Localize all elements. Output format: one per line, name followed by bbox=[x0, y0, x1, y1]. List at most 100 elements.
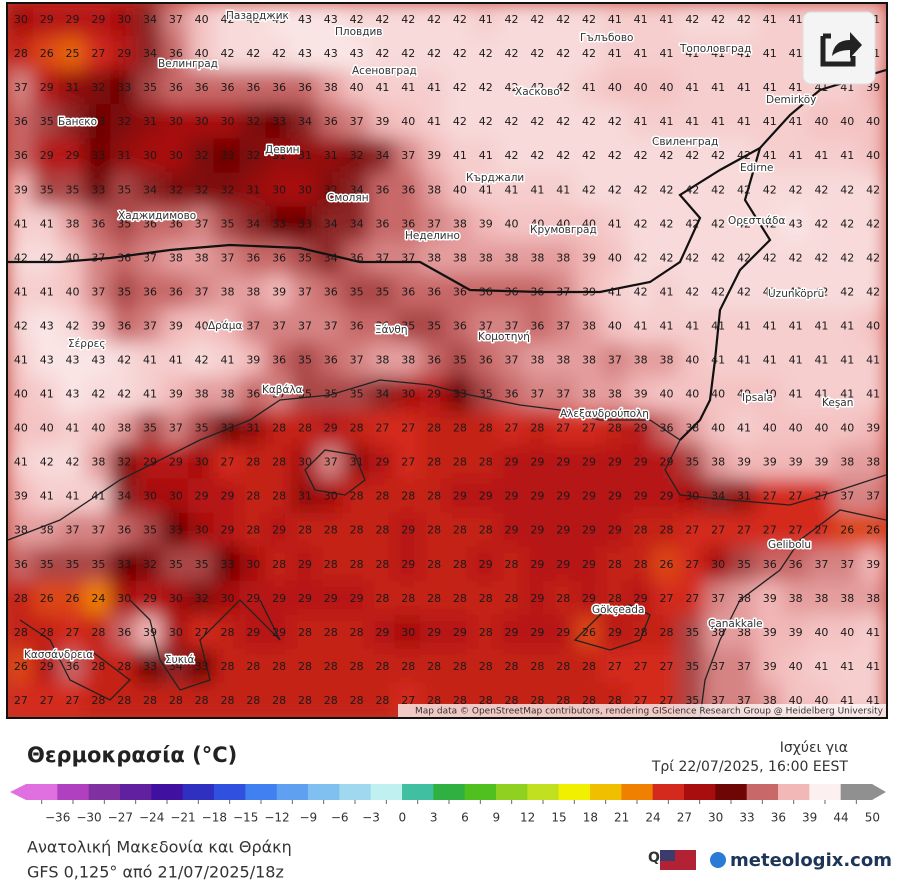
temperature-value: 42 bbox=[246, 13, 260, 26]
temperature-cell bbox=[781, 376, 810, 413]
temperature-value: 40 bbox=[195, 13, 209, 26]
temperature-value: 29 bbox=[634, 422, 648, 435]
temperature-cell bbox=[626, 614, 655, 651]
temperature-value: 30 bbox=[298, 183, 312, 196]
temperature-value: 36 bbox=[246, 388, 260, 401]
temperature-cell bbox=[84, 648, 113, 685]
temperature-cell bbox=[239, 410, 268, 447]
temperature-cell bbox=[136, 138, 164, 175]
temperature-value: 29 bbox=[505, 490, 519, 503]
temperature-value: 41 bbox=[789, 388, 803, 401]
temperature-cell bbox=[575, 308, 603, 345]
temperature-cell bbox=[755, 274, 784, 311]
temperature-value: 41 bbox=[685, 319, 699, 332]
temperature-value: 27 bbox=[763, 490, 777, 503]
temperature-value: 33 bbox=[272, 217, 286, 230]
temperature-value: 39 bbox=[737, 456, 751, 469]
temperature-cell bbox=[58, 614, 87, 651]
temperature-value: 28 bbox=[608, 422, 622, 435]
temperature-cell bbox=[110, 478, 139, 515]
temperature-value: 41 bbox=[427, 115, 441, 128]
temperature-value: 38 bbox=[66, 217, 80, 230]
temperature-cell bbox=[549, 138, 578, 175]
temperature-cell bbox=[342, 614, 371, 651]
temperature-value: 27 bbox=[505, 422, 519, 435]
temperature-cell bbox=[420, 206, 448, 243]
temperature-value: 36 bbox=[66, 660, 80, 673]
temperature-cell bbox=[549, 308, 578, 345]
temperature-value: 41 bbox=[375, 81, 389, 94]
colorbar-segment bbox=[214, 784, 246, 800]
temperature-cell bbox=[58, 36, 87, 73]
temperature-cell bbox=[213, 478, 242, 515]
temperature-value: 30 bbox=[195, 524, 209, 537]
temperature-cell bbox=[420, 614, 448, 651]
temperature-cell bbox=[316, 104, 345, 141]
temperature-cell bbox=[704, 274, 733, 311]
temperature-cell bbox=[497, 70, 526, 107]
temperature-value: 37 bbox=[195, 217, 209, 230]
place-label: Δράμα bbox=[208, 320, 242, 332]
temperature-value: 36 bbox=[324, 285, 338, 298]
temperature-value: 28 bbox=[298, 524, 312, 537]
temperature-value: 28 bbox=[453, 558, 467, 571]
temperature-value: 27 bbox=[814, 524, 828, 537]
colorbar-segment bbox=[840, 784, 873, 800]
temperature-cell bbox=[575, 206, 603, 243]
temperature-cell bbox=[730, 410, 758, 447]
temperature-cell bbox=[291, 240, 319, 277]
temperature-cell bbox=[316, 512, 345, 549]
temperature-cell bbox=[368, 138, 397, 175]
temperature-cell bbox=[342, 70, 371, 107]
temperature-value: 28 bbox=[582, 660, 596, 673]
temperature-cell bbox=[187, 410, 216, 447]
temperature-value: 41 bbox=[608, 217, 622, 230]
temperature-cell bbox=[368, 614, 397, 651]
temperature-cell bbox=[110, 444, 139, 481]
temperature-cell bbox=[394, 648, 423, 685]
temperature-cell bbox=[575, 580, 603, 617]
share-button[interactable] bbox=[802, 11, 876, 85]
temperature-cell bbox=[807, 580, 836, 617]
temperature-value: 41 bbox=[401, 81, 415, 94]
temperature-value: 30 bbox=[169, 592, 183, 605]
temperature-value: 42 bbox=[582, 183, 596, 196]
temperature-cell bbox=[394, 478, 423, 515]
temperature-cell bbox=[497, 580, 526, 617]
temperature-value: 28 bbox=[350, 490, 364, 503]
temperature-cell bbox=[523, 444, 552, 481]
temperature-cell bbox=[239, 206, 268, 243]
temperature-value: 39 bbox=[272, 285, 286, 298]
temperature-value: 42 bbox=[814, 217, 828, 230]
temperature-cell bbox=[136, 172, 164, 209]
tick-label: 21 bbox=[614, 811, 629, 825]
temperature-cell bbox=[807, 410, 836, 447]
temperature-value: 41 bbox=[660, 319, 674, 332]
temperature-value: 41 bbox=[14, 456, 28, 469]
temperature-cell bbox=[704, 478, 733, 515]
temperature-value: 41 bbox=[789, 81, 803, 94]
temperature-value: 41 bbox=[660, 285, 674, 298]
temperature-value: 36 bbox=[117, 524, 131, 537]
temperature-cell bbox=[652, 172, 681, 209]
temperature-cell bbox=[859, 376, 886, 413]
temperature-cell bbox=[316, 682, 345, 718]
coastline bbox=[699, 509, 886, 718]
temperature-value: 38 bbox=[324, 81, 338, 94]
temperature-value: 33 bbox=[117, 558, 131, 571]
temperature-value: 35 bbox=[479, 388, 493, 401]
temperature-value: 42 bbox=[608, 149, 622, 162]
place-label: Σέρρες bbox=[68, 338, 105, 350]
temperature-value: 28 bbox=[634, 626, 648, 639]
temperature-value: 39 bbox=[221, 319, 235, 332]
temperature-value: 29 bbox=[634, 592, 648, 605]
temperature-value: 27 bbox=[195, 626, 209, 639]
temperature-value: 37 bbox=[505, 354, 519, 367]
country-border bbox=[679, 147, 772, 441]
temperature-value: 36 bbox=[530, 285, 544, 298]
brand[interactable]: meteologix.com bbox=[730, 850, 892, 871]
temperature-cell bbox=[213, 36, 242, 73]
temperature-value: 32 bbox=[195, 149, 209, 162]
temperature-cell bbox=[781, 308, 810, 345]
temperature-cell bbox=[368, 682, 397, 718]
